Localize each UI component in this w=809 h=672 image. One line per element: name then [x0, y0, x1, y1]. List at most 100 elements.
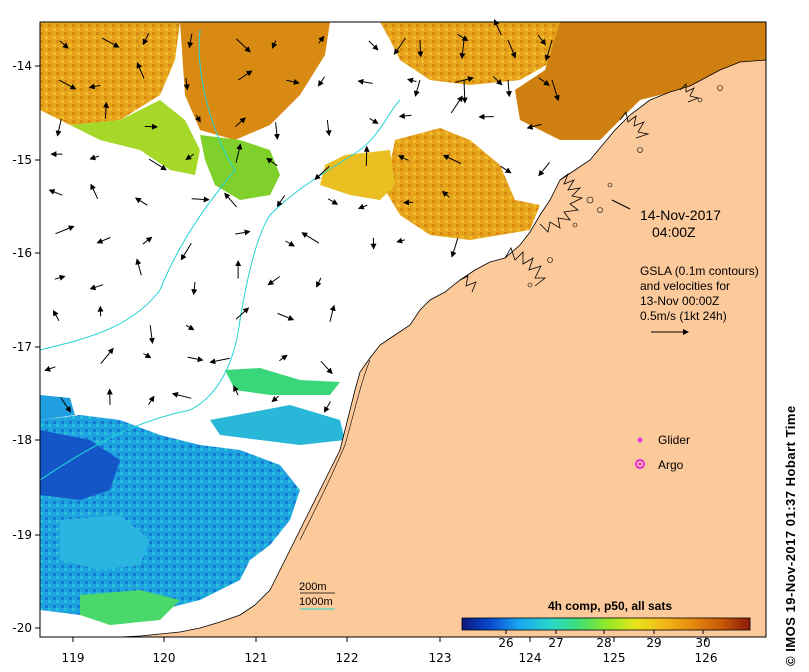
velocity-arrow	[44, 365, 56, 372]
velocity-arrow	[369, 117, 379, 124]
velocity-arrow	[55, 225, 75, 235]
argo-legend: Argo	[635, 458, 684, 472]
argo-label: Argo	[658, 458, 684, 472]
velocity-arrow	[53, 309, 60, 321]
x-tick-label: 121	[245, 651, 268, 665]
islands	[527, 85, 723, 288]
velocity-arrow	[505, 79, 512, 98]
velocity-arrow	[357, 78, 373, 85]
velocity-arrow	[224, 192, 237, 208]
velocity-arrow	[277, 312, 295, 321]
velocity-arrow	[185, 153, 194, 161]
gsla-line-4: 0.5m/s (1kt 24h)	[640, 309, 727, 323]
velocity-arrow	[500, 165, 512, 174]
velocity-arrow	[329, 304, 336, 322]
velocity-arrow	[88, 83, 101, 90]
velocity-arrow	[450, 95, 463, 114]
velocity-arrow	[96, 237, 111, 244]
velocity-arrow	[236, 38, 251, 53]
y-tick-label: -19	[12, 528, 32, 542]
velocity-arrow	[209, 357, 230, 365]
velocity-arrow	[285, 240, 295, 247]
velocity-arrow	[233, 385, 239, 396]
velocity-arrow	[90, 183, 99, 200]
velocity-arrow	[317, 76, 325, 87]
velocity-arrow	[180, 243, 192, 261]
velocity-arrow	[191, 196, 210, 203]
x-tick-label: 126	[695, 651, 718, 665]
velocity-arrow	[142, 33, 150, 46]
velocity-arrow	[393, 37, 407, 55]
velocity-arrow	[526, 123, 542, 130]
y-tick-label: -20	[12, 621, 32, 635]
velocity-arrow	[187, 33, 194, 49]
velocity-arrow	[235, 307, 250, 320]
sst-cool-patches	[40, 395, 300, 625]
velocity-arrow	[144, 123, 158, 130]
velocity-arrow	[55, 118, 62, 137]
colorbar-tick-label: 26	[498, 636, 513, 650]
velocity-arrow	[507, 39, 517, 59]
velocity-arrow	[148, 158, 167, 171]
velocity-arrow	[101, 37, 120, 48]
colorbar-tick-label: 30	[695, 636, 710, 650]
velocity-arrow	[142, 236, 153, 245]
colorbar-tick-label: 29	[646, 636, 661, 650]
sst-warm-patches	[40, 22, 766, 240]
velocity-arrow	[368, 40, 379, 51]
velocity-arrow	[544, 39, 553, 62]
velocity-arrow	[54, 274, 66, 281]
colorbar-title: 4h comp, p50, all sats	[548, 599, 672, 613]
velocity-arrow	[413, 79, 421, 97]
x-tick-label: 122	[336, 651, 359, 665]
colorbar-tick-label: 28	[596, 636, 611, 650]
velocity-arrow	[286, 78, 300, 85]
velocity-arrow	[89, 154, 100, 161]
velocity-arrow	[442, 154, 462, 164]
velocity-arrow	[396, 237, 406, 244]
velocity-arrow	[314, 165, 330, 180]
velocity-arrow	[103, 101, 110, 119]
velocity-arrow	[148, 395, 155, 405]
velocity-arrow	[59, 40, 69, 49]
velocity-arrow	[136, 62, 145, 79]
velocity-arrow	[235, 229, 251, 236]
velocity-arrow	[397, 155, 409, 161]
velocity-arrow	[537, 34, 546, 46]
credit-text: © IMOS 19-Nov-2017 01:37 Hobart Time	[783, 405, 798, 666]
time-label: 04:00Z	[652, 224, 696, 240]
x-tick-label: 123	[429, 651, 452, 665]
velocity-arrow	[316, 277, 322, 288]
contour-1000m-b	[40, 29, 236, 351]
depth-200-label: 200m	[299, 581, 327, 593]
velocity-arrow	[325, 119, 332, 137]
velocity-arrow	[461, 79, 468, 104]
velocity-arrow	[48, 189, 63, 196]
x-tick-label: 124	[519, 651, 542, 665]
velocity-arrow	[538, 77, 550, 86]
velocity-arrow	[134, 197, 148, 206]
glider-marker-icon	[637, 437, 643, 443]
date-pointer	[611, 199, 631, 210]
gsla-line-1: GSLA (0.1m contours)	[640, 264, 759, 278]
coastline-detail	[459, 83, 700, 293]
colorbar: 4h comp, p50, all sats 26 27 28 29 30	[461, 599, 751, 650]
velocity-arrow	[148, 325, 155, 344]
velocity-arrow	[271, 40, 278, 49]
y-tick-label: -17	[12, 340, 32, 354]
velocity-arrow	[267, 276, 281, 286]
velocity-arrow	[58, 79, 77, 90]
velocity-arrow	[266, 157, 278, 167]
velocity-arrow	[327, 198, 339, 205]
velocity-arrow	[195, 114, 201, 123]
velocity-arrow	[301, 232, 320, 244]
depth-1000-label: 1000m	[299, 596, 333, 608]
velocity-arrow	[450, 238, 459, 258]
y-tick-label: -16	[12, 246, 32, 260]
gsla-line-3: 13-Nov 00:00Z	[640, 294, 719, 308]
x-tick-label: 119	[62, 651, 85, 665]
velocity-arrow	[143, 352, 152, 359]
velocity-arrow	[187, 356, 204, 363]
land-mass	[119, 59, 766, 637]
